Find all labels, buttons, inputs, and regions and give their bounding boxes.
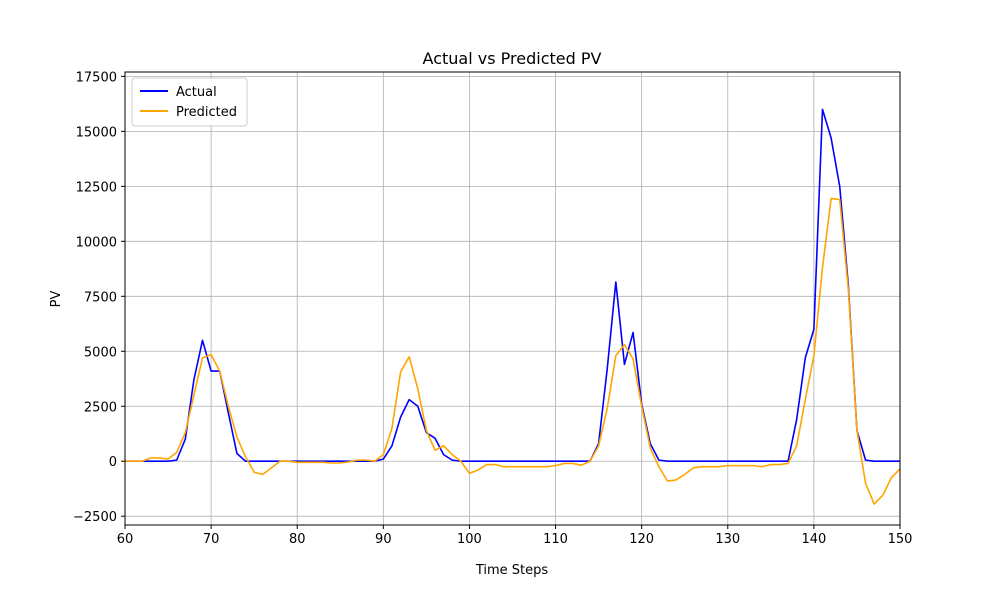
x-axis-title: Time Steps	[475, 563, 549, 578]
x-tick-label: 110	[543, 532, 568, 547]
x-tick-label: 150	[888, 532, 913, 547]
ticks: 60 70 80 90 100 110 120 130 140 150 −2500 0 2500 5000…	[73, 70, 912, 547]
plot-area-frame	[124, 71, 901, 526]
y-tick-label: 2500	[84, 400, 117, 415]
x-tick-label: 90	[375, 532, 392, 547]
y-axis-title: PV	[49, 291, 64, 308]
y-tick-label: 10000	[76, 235, 117, 250]
x-tick-label: 140	[801, 532, 826, 547]
y-tick-label: −2500	[73, 510, 117, 525]
legend-label-actual: Actual	[176, 85, 217, 100]
x-tick-label: 80	[289, 532, 306, 547]
y-tick-label: 5000	[84, 345, 117, 360]
x-tick-label: 120	[629, 532, 654, 547]
legend: Actual Predicted	[131, 77, 248, 127]
x-tick-label: 100	[457, 532, 482, 547]
x-tick-label: 70	[203, 532, 220, 547]
x-tick-label: 60	[117, 532, 134, 547]
series-line-predicted	[125, 197, 901, 505]
chart-title: Actual vs Predicted PV	[423, 49, 602, 68]
y-tick-label: 12500	[76, 180, 117, 195]
y-tick-label: 0	[109, 455, 117, 470]
x-tick-label: 130	[715, 532, 740, 547]
y-tick-label: 17500	[76, 70, 117, 85]
series-layer	[125, 108, 901, 505]
y-tick-label: 7500	[84, 290, 117, 305]
y-tick-label: 15000	[76, 125, 117, 140]
legend-label-predicted: Predicted	[176, 105, 237, 120]
series-line-actual	[125, 108, 900, 463]
